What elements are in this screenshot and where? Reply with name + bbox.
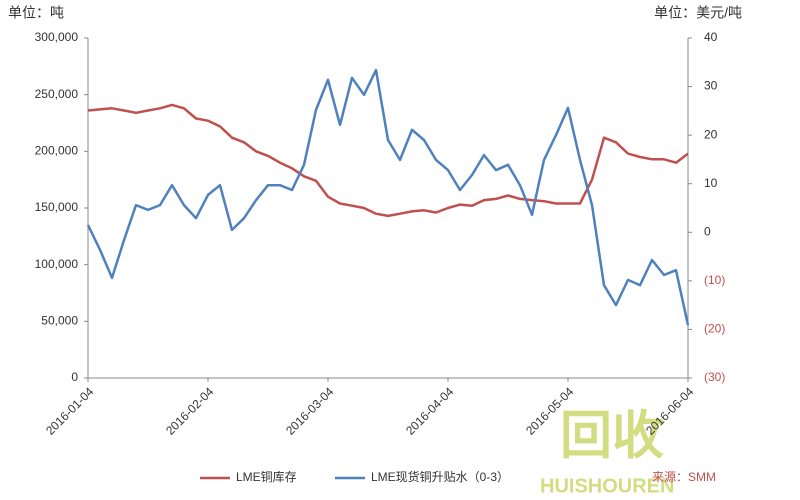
y2-tick-label: 0	[704, 224, 711, 238]
series-line	[86, 68, 690, 326]
y-tick-label: 250,000	[35, 87, 79, 101]
legend-label: LME现货铜升贴水（0-3）	[371, 469, 509, 484]
y2-tick-label: 20	[704, 127, 718, 141]
y2-unit-label: 单位：美元/吨	[654, 5, 742, 21]
y2-tick-label: 30	[704, 79, 718, 93]
y2-tick-label: 40	[704, 30, 718, 44]
y2-tick-label: (20)	[704, 322, 725, 336]
y2-tick-label: 10	[704, 176, 718, 190]
y2-tick-label: (30)	[704, 370, 725, 384]
y-unit-label: 单位：吨	[8, 5, 64, 21]
legend-label: LME铜库存	[236, 469, 297, 484]
watermark: HUISHOUREN	[540, 475, 674, 497]
y-tick-label: 200,000	[35, 144, 79, 158]
y-tick-label: 300,000	[35, 30, 79, 44]
y-tick-label: 50,000	[41, 314, 78, 328]
source: 来源：SMM	[652, 470, 716, 484]
y-tick-label: 150,000	[35, 200, 79, 214]
watermark: 回收	[560, 408, 664, 466]
y-tick-label: 0	[71, 370, 78, 384]
y-tick-label: 100,000	[35, 257, 79, 271]
y2-tick-label: (10)	[704, 273, 725, 287]
